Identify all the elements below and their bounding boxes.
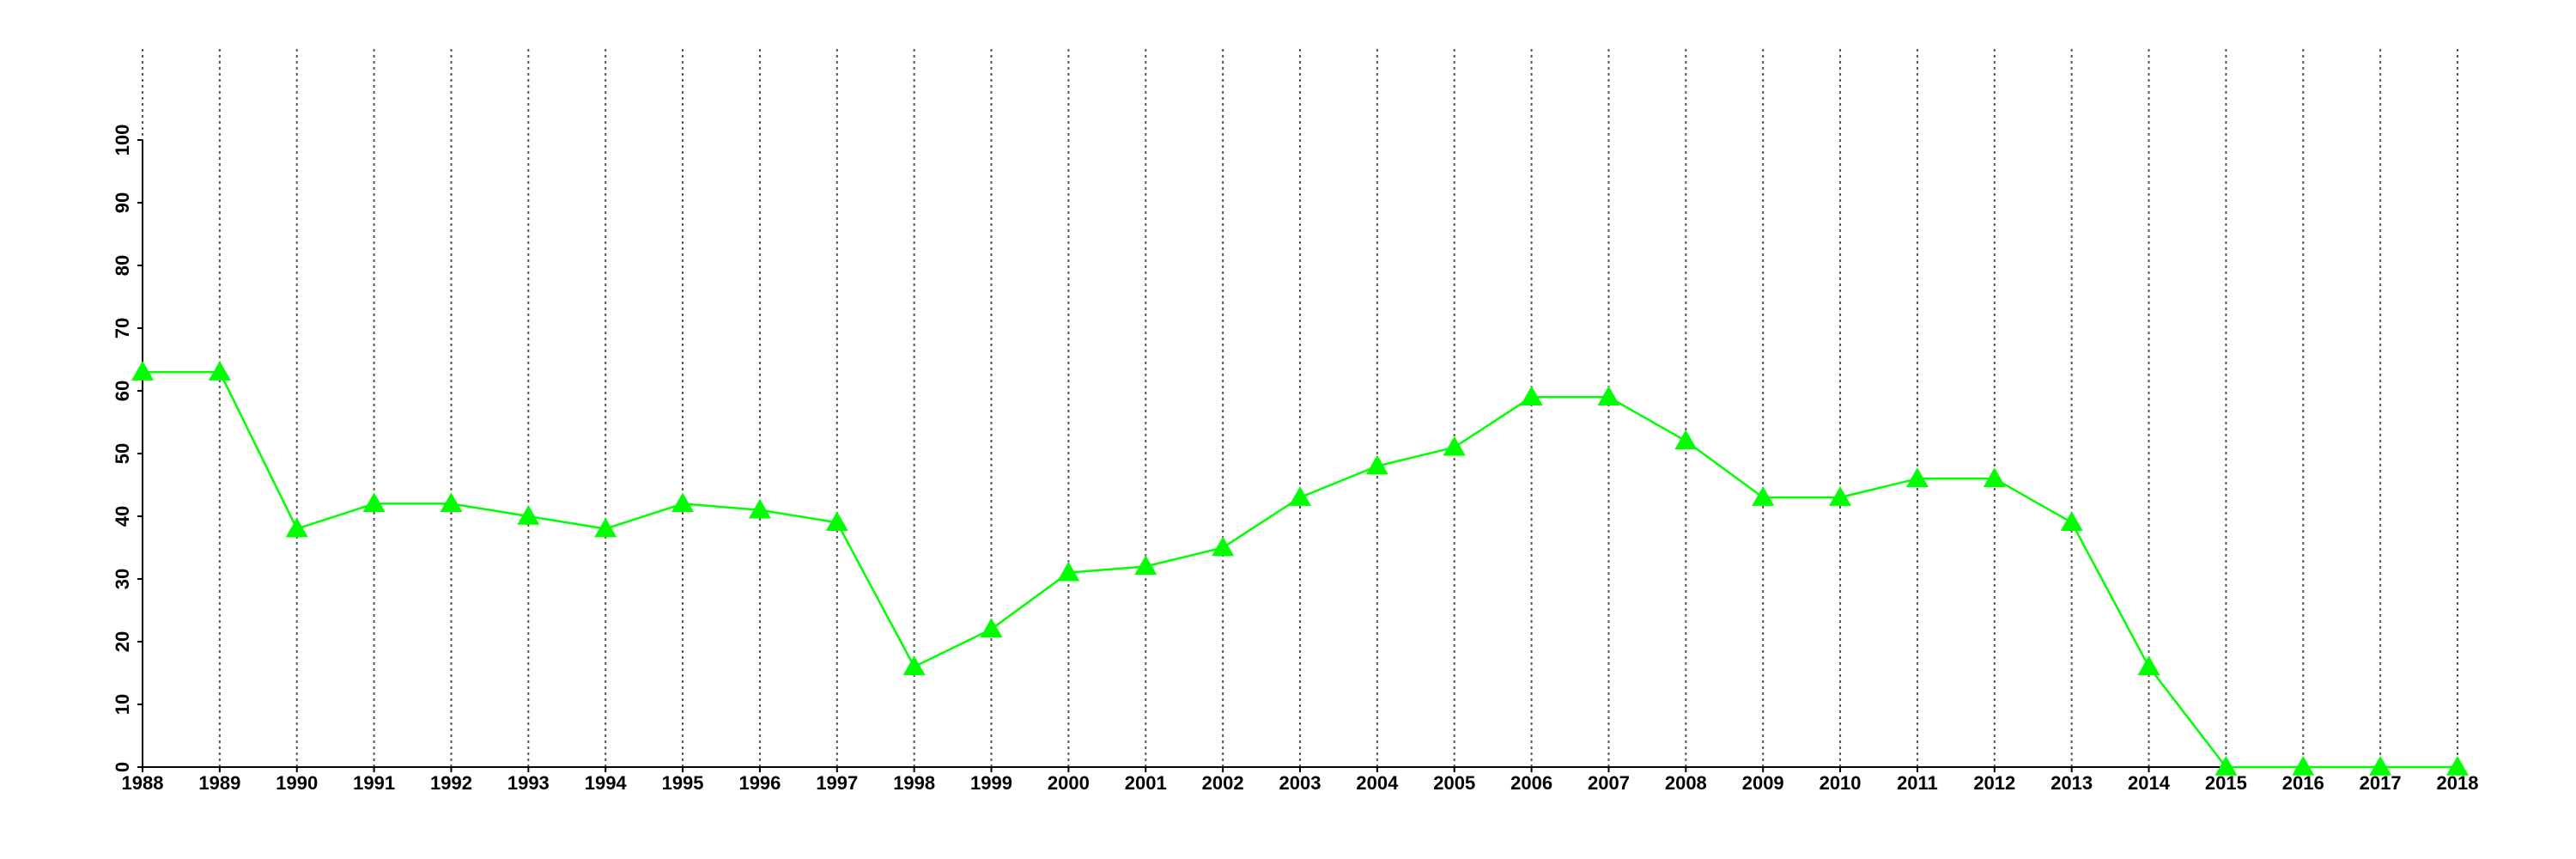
x-tick-label: 2005 xyxy=(1433,772,1475,794)
x-tick-label: 2000 xyxy=(1048,772,1090,794)
data-point xyxy=(2292,756,2315,776)
data-point xyxy=(2137,655,2160,675)
y-tick-label: 10 xyxy=(112,694,133,715)
x-tick-label: 1993 xyxy=(507,772,550,794)
x-tick-label: 2012 xyxy=(1973,772,2015,794)
y-tick-label: 90 xyxy=(112,192,133,213)
data-point xyxy=(902,655,926,675)
y-tick-label: 60 xyxy=(112,381,133,401)
x-tick-label: 2014 xyxy=(2128,772,2171,794)
x-tick-label: 2017 xyxy=(2360,772,2402,794)
x-tick-label: 1998 xyxy=(893,772,935,794)
y-tick-label: 40 xyxy=(112,506,133,527)
data-point xyxy=(1212,536,1235,557)
x-tick-label: 1992 xyxy=(430,772,472,794)
data-point xyxy=(131,361,154,381)
data-point xyxy=(1983,467,2006,487)
data-point xyxy=(980,618,1003,638)
x-tick-label: 2002 xyxy=(1202,772,1244,794)
data-point xyxy=(1289,486,1311,506)
y-tick-label: 100 xyxy=(112,125,133,156)
x-tick-label: 2001 xyxy=(1125,772,1167,794)
x-tick-label: 1989 xyxy=(198,772,240,794)
x-tick-label: 2007 xyxy=(1588,772,1630,794)
data-point xyxy=(1905,467,1929,487)
x-tick-label: 1999 xyxy=(970,772,1012,794)
data-point xyxy=(1752,486,1775,506)
data-point xyxy=(2060,511,2083,532)
data-point xyxy=(1597,386,1620,406)
x-tick-label: 2010 xyxy=(1820,772,1862,794)
data-point xyxy=(825,511,848,532)
data-point xyxy=(1057,561,1080,582)
data-point xyxy=(1365,454,1388,475)
data-point xyxy=(748,498,771,519)
y-tick-label: 80 xyxy=(112,255,133,276)
x-tick-label: 2003 xyxy=(1279,772,1321,794)
data-point xyxy=(2215,756,2238,776)
x-tick-label: 2018 xyxy=(2437,772,2479,794)
x-tick-label: 1995 xyxy=(662,772,704,794)
x-tick-label: 1996 xyxy=(738,772,781,794)
x-tick-label: 2016 xyxy=(2282,772,2324,794)
x-tick-label: 2004 xyxy=(1356,772,1399,794)
x-tick-label: 2009 xyxy=(1742,772,1784,794)
y-tick-label: 30 xyxy=(112,569,133,589)
data-point xyxy=(285,517,308,538)
data-point xyxy=(1520,386,1543,406)
data-point xyxy=(2369,756,2392,776)
y-tick-label: 50 xyxy=(112,443,133,464)
x-tick-label: 1997 xyxy=(816,772,858,794)
x-tick-label: 2011 xyxy=(1897,772,1938,794)
x-tick-label: 2008 xyxy=(1665,772,1707,794)
data-point xyxy=(1443,436,1466,456)
x-tick-label: 2015 xyxy=(2205,772,2247,794)
x-tick-label: 1991 xyxy=(353,772,395,794)
y-tick-label: 20 xyxy=(112,631,133,652)
data-point xyxy=(594,517,617,538)
data-point xyxy=(1674,430,1698,450)
data-point xyxy=(671,492,695,513)
data-point xyxy=(208,361,231,381)
x-tick-label: 2006 xyxy=(1510,772,1552,794)
y-tick-label: 0 xyxy=(112,762,133,772)
data-point xyxy=(2446,756,2469,776)
y-tick-label: 70 xyxy=(112,318,133,338)
x-tick-label: 1994 xyxy=(585,772,628,794)
series-line xyxy=(143,370,2458,769)
data-point xyxy=(440,492,463,513)
x-tick-label: 1988 xyxy=(122,772,164,794)
data-point xyxy=(517,505,540,525)
x-tick-label: 1990 xyxy=(276,772,318,794)
data-point xyxy=(1829,486,1852,506)
data-point xyxy=(362,492,386,513)
x-tick-label: 2013 xyxy=(2050,772,2093,794)
data-point xyxy=(1134,555,1157,576)
